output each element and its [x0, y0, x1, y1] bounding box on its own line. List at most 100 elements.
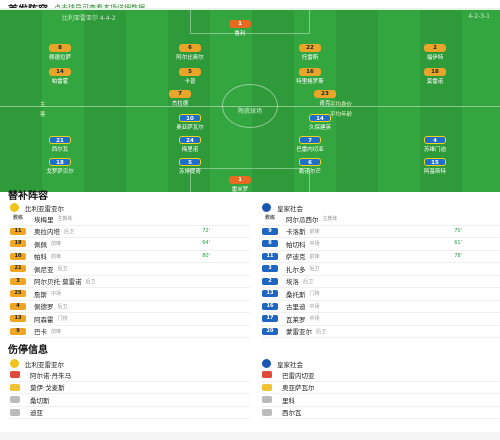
sub-row[interactable]: 教练 阿尔瓜西尔 主教练 [262, 213, 500, 226]
sub-position: 门将 [57, 316, 68, 323]
absence-icon [262, 396, 272, 404]
sub-row[interactable]: 教练 埃梅里 主教练 [10, 213, 250, 226]
shirt-number: 22 [299, 44, 321, 52]
away-crest-icon [262, 203, 271, 212]
sub-minute: 70' [454, 227, 462, 234]
player-away-10[interactable]: 15 阿基斯特 [405, 158, 465, 175]
player-name: 鲁利 [234, 31, 246, 37]
player-home-9[interactable]: 18 莫雷诺 [405, 68, 465, 85]
player-home-7[interactable]: 5 卡普 [160, 68, 220, 85]
player-home-11[interactable]: 23 奇克 [295, 90, 355, 107]
sub-row[interactable]: 8 帕切科 中场 61' [262, 238, 500, 251]
footer-bar [0, 432, 500, 440]
player-home-3[interactable]: 6 阿尔比奥尔 [160, 44, 220, 61]
sub-row[interactable]: 9 巴卡 前锋 [10, 326, 250, 338]
sub-row[interactable]: 4 佩德罗 后卫 [10, 301, 250, 313]
player-name: 阿尔比奥尔 [176, 55, 204, 61]
sub-position: 后卫 [57, 266, 68, 273]
player-home-4[interactable]: 22 托雷斯 [280, 44, 340, 61]
injury-row[interactable]: 里科 [262, 394, 500, 407]
sub-row[interactable]: 13 桑托斯 门将 [262, 288, 500, 301]
player-home-1[interactable]: 1 鲁利 [210, 20, 270, 37]
shirt-number: 8 [49, 44, 71, 52]
home-crest-icon [10, 359, 19, 368]
player-home-8[interactable]: 16 特里格罗斯 [280, 68, 340, 85]
player-away-5[interactable]: 7 巴雷内切亚 [280, 136, 340, 153]
player-away-4[interactable]: 24 梅里诺 [160, 136, 220, 153]
sub-row[interactable]: 16 古里迪 中场 [262, 301, 500, 313]
player-home-6[interactable]: 14 帕雷霍 [30, 68, 90, 85]
sub-number: 3 [262, 265, 278, 273]
left-marker-bottom: 客 [40, 112, 46, 118]
player-away-11[interactable]: 1 雷米罗 [210, 176, 270, 193]
player-away-3[interactable]: 21 西尔瓦 [30, 136, 90, 153]
home-injury-team: 比利亚雷亚尔 [10, 358, 250, 369]
player-home-10[interactable]: 7 杰拉德 [150, 90, 210, 107]
sub-number: 2 [262, 277, 278, 285]
sub-row[interactable]: 11 萨迪克 前锋 78' [262, 251, 500, 263]
doubtful-icon [262, 383, 272, 391]
absence-icon [262, 408, 272, 416]
injury-row[interactable]: 巴雷内切亚 [262, 369, 500, 382]
subs-title: 替补阵容 [8, 190, 48, 202]
injury-row[interactable]: 迪亚 [10, 407, 250, 419]
player-home-2[interactable]: 8 佩德拉萨 [30, 44, 90, 61]
sub-number: 20 [262, 327, 278, 335]
sub-row[interactable]: 20 蒙雷亚尔 后卫 [262, 326, 500, 338]
sub-position: 中场 [309, 316, 320, 323]
player-name: 佩德拉萨 [48, 55, 71, 61]
sub-number: 17 [262, 315, 278, 323]
injury-row[interactable]: 西尔瓦 [262, 407, 500, 419]
home-team-name: 比利亚雷亚尔 4-4-2 [62, 15, 116, 22]
player-name: 巴雷内切亚 [296, 147, 324, 153]
sub-row[interactable]: 17 瓦莱罗 中场 [262, 313, 500, 326]
right-marker-top: 平均身价 [330, 102, 353, 108]
sub-row[interactable]: 11 奥拉内塔 后卫 72' [10, 226, 250, 238]
player-away-1[interactable]: 10 奥亚萨瓦尔 [160, 114, 220, 131]
injury-row[interactable]: 奥亚萨瓦尔 [262, 382, 500, 394]
sub-position: 后卫 [316, 328, 327, 335]
injury-row[interactable]: 桑切斯 [10, 394, 250, 407]
injury-icon [10, 371, 20, 379]
sub-position: 后卫 [85, 278, 96, 285]
sub-row[interactable]: 3 扎尔多 后卫 [262, 263, 500, 276]
sub-row[interactable]: 19 佩佩 前锋 64' [10, 238, 250, 251]
sub-number: 教练 [12, 215, 23, 222]
injury-row[interactable]: 阿尔诺·丹朱马 [10, 369, 250, 382]
sub-name: 埃洛 [286, 278, 299, 287]
sub-number: 11 [262, 252, 278, 260]
player-away-7[interactable]: 18 戈罗萨贝尔 [30, 158, 90, 175]
player-name: 福伊特 [426, 55, 444, 61]
sub-row[interactable]: 3 阿尔贝托·莫雷诺 后卫 [10, 276, 250, 288]
player-away-2[interactable]: 14 久保建英 [290, 114, 350, 131]
sub-row[interactable]: 21 佩尼亚 后卫 [10, 263, 250, 276]
sub-row[interactable]: 2 埃洛 后卫 [262, 276, 500, 288]
player-away-8[interactable]: 5 苏博提奇 [160, 158, 220, 175]
sub-number: 21 [10, 265, 26, 273]
team-name: 比利亚雷亚尔 [25, 360, 64, 369]
player-away-6[interactable]: 4 苏维门迪 [405, 136, 465, 153]
shirt-number: 6 [179, 44, 201, 52]
player-name: 杰拉德 [171, 101, 189, 107]
injury-header: 伤停信息 [0, 340, 500, 356]
shirt-number: 2 [424, 44, 446, 52]
left-marker-top: 主 [40, 102, 46, 108]
sub-row[interactable]: 9 卡洛斯 前锋 70' [262, 226, 500, 238]
player-name: 苏博提奇 [178, 169, 201, 175]
shirt-number: 7 [169, 90, 191, 98]
sub-name: 巴卡 [34, 328, 47, 337]
sub-row[interactable]: 10 帕科 前锋 80' [10, 251, 250, 263]
player-home-5[interactable]: 2 福伊特 [405, 44, 465, 61]
sub-number: 19 [10, 240, 26, 248]
player-name: 西尔瓦 [51, 147, 69, 153]
shirt-number: 15 [424, 158, 446, 166]
player-away-9[interactable]: 6 勒诺尔芒 [280, 158, 340, 175]
sub-row[interactable]: 25 詹斯 中场 [10, 288, 250, 301]
sub-name: 萨迪克 [286, 253, 306, 262]
sub-name: 瓦莱罗 [286, 315, 306, 324]
away-injury-column: 皇家社会 巴雷内切亚 奥亚萨瓦尔 里科 西尔瓦 [262, 358, 500, 419]
injury-row[interactable]: 莫伊·戈麦斯 [10, 382, 250, 394]
right-marker-bottom: 平均年龄 [330, 112, 353, 118]
sub-name: 詹斯 [34, 290, 47, 299]
sub-row[interactable]: 13 阿森霍 门将 [10, 313, 250, 326]
